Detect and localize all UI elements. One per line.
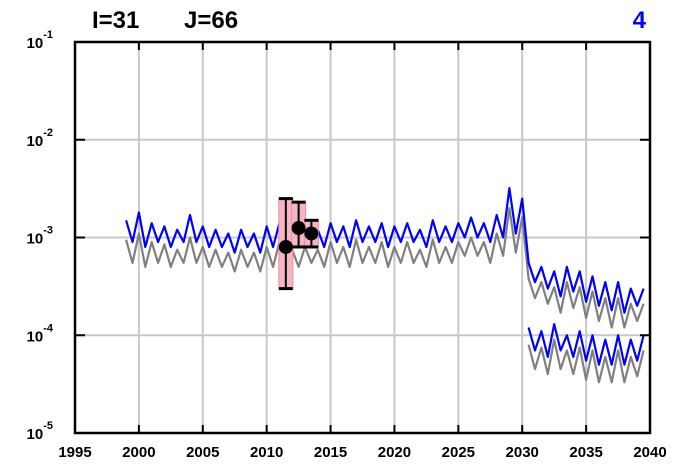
series-line bbox=[125, 187, 645, 314]
x-tick-label: 2010 bbox=[250, 444, 283, 461]
obs-point bbox=[278, 239, 293, 254]
series-line bbox=[125, 207, 645, 329]
y-tick-label: 10-2 bbox=[27, 127, 53, 150]
x-tick-label: 2020 bbox=[378, 444, 411, 461]
y-tick-exponent: -2 bbox=[43, 127, 53, 139]
obs-point bbox=[291, 221, 306, 236]
y-tick-exponent: -1 bbox=[43, 29, 53, 41]
x-tick-label: 2035 bbox=[569, 444, 602, 461]
x-tick-label: 1995 bbox=[58, 444, 91, 461]
y-tick-label: 10-3 bbox=[27, 225, 53, 248]
y-tick-base: 10 bbox=[27, 35, 44, 52]
x-tick-label: 2005 bbox=[186, 444, 219, 461]
title-i: I=31 bbox=[92, 7, 139, 34]
y-tick-exponent: -3 bbox=[43, 225, 53, 237]
y-tick-base: 10 bbox=[27, 133, 44, 150]
y-tick-base: 10 bbox=[27, 231, 44, 248]
y-tick-base: 10 bbox=[27, 426, 44, 443]
obs-point bbox=[304, 226, 319, 241]
title-number: 4 bbox=[633, 7, 647, 34]
plot-frame bbox=[73, 40, 652, 435]
y-tick-base: 10 bbox=[27, 328, 44, 345]
y-tick-exponent: -5 bbox=[43, 420, 53, 432]
x-tick-label: 2040 bbox=[633, 444, 666, 461]
series-line bbox=[527, 338, 645, 384]
y-tick-label: 10-5 bbox=[27, 420, 53, 443]
x-tick-label: 2015 bbox=[314, 444, 347, 461]
y-tick-exponent: -4 bbox=[43, 322, 54, 334]
x-tick-label: 2025 bbox=[442, 444, 475, 461]
series-line bbox=[527, 323, 645, 366]
y-tick-label: 10-1 bbox=[27, 29, 53, 52]
x-tick-label: 2030 bbox=[506, 444, 539, 461]
title-j: J=66 bbox=[184, 7, 238, 34]
x-tick-label: 2000 bbox=[122, 444, 155, 461]
y-tick-label: 10-4 bbox=[27, 322, 54, 345]
